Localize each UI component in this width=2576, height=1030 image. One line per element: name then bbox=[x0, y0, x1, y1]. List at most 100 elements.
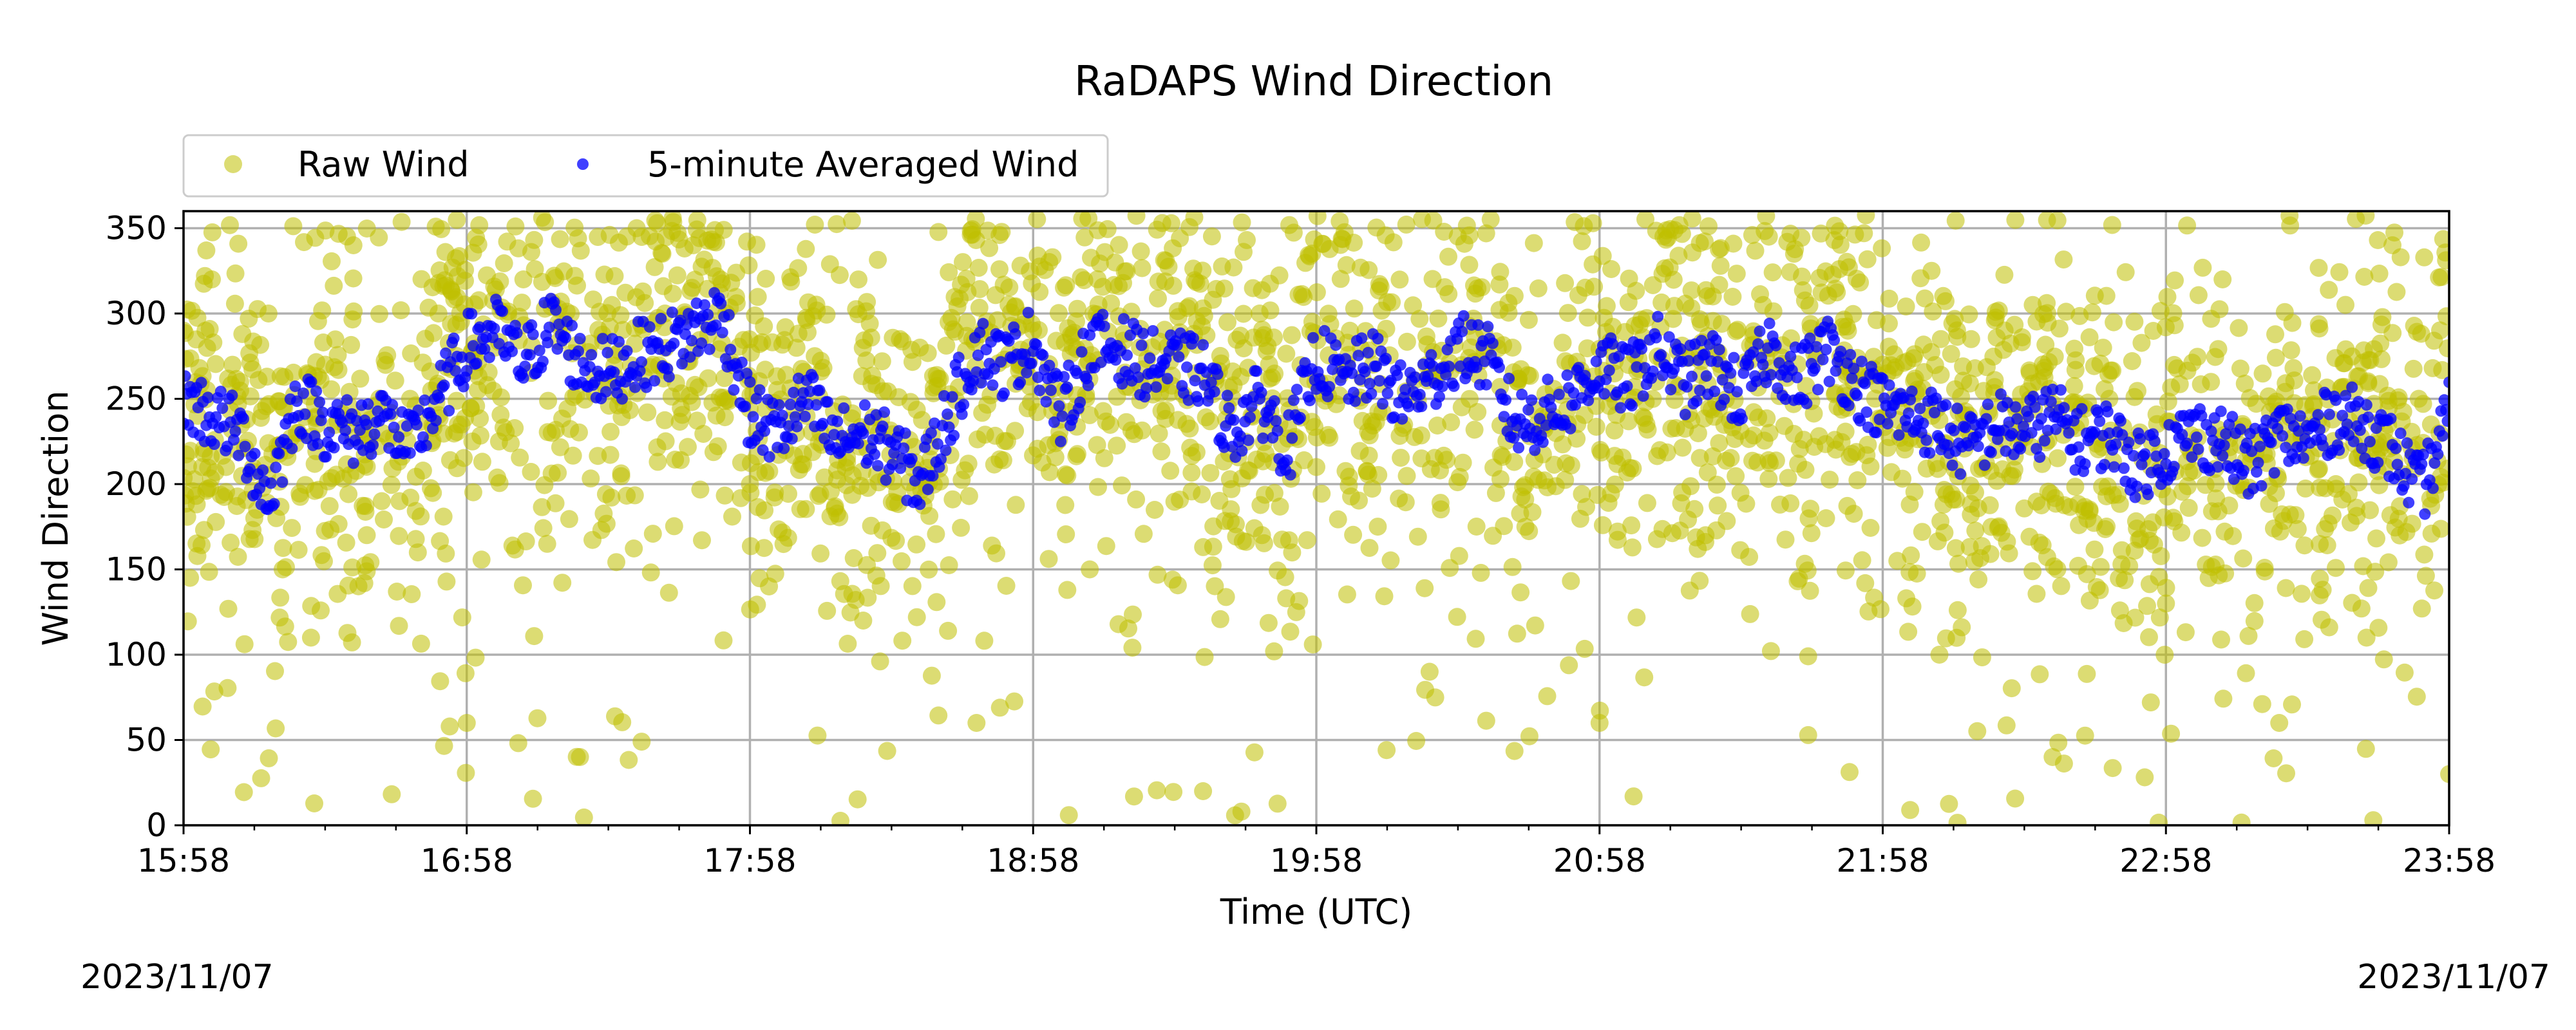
averaged-wind-point bbox=[696, 337, 708, 350]
raw-wind-point bbox=[929, 706, 948, 725]
raw-wind-point bbox=[1897, 297, 1915, 316]
averaged-wind-point bbox=[1294, 411, 1306, 424]
raw-wind-point bbox=[2407, 688, 2426, 706]
raw-wind-point bbox=[694, 425, 713, 443]
raw-wind-point bbox=[1775, 417, 1794, 435]
raw-wind-point bbox=[1234, 304, 1253, 323]
raw-wind-point bbox=[1597, 297, 1616, 315]
raw-wind-point bbox=[2101, 361, 2120, 380]
averaged-wind-point bbox=[927, 470, 939, 482]
averaged-wind-point bbox=[1135, 339, 1148, 351]
raw-wind-point bbox=[2078, 664, 2096, 683]
raw-wind-point bbox=[448, 391, 466, 410]
y-tick-label: 150 bbox=[106, 551, 167, 588]
raw-wind-point bbox=[1885, 345, 1904, 364]
raw-wind-point bbox=[2034, 355, 2052, 374]
averaged-wind-point bbox=[2218, 439, 2230, 451]
raw-wind-point bbox=[976, 426, 994, 444]
averaged-wind-point bbox=[2148, 435, 2161, 447]
raw-wind-point bbox=[797, 239, 815, 258]
raw-wind-point bbox=[1575, 217, 1593, 236]
raw-wind-point bbox=[1605, 475, 1624, 494]
raw-wind-point bbox=[2245, 612, 2264, 630]
raw-wind-point bbox=[1110, 236, 1128, 254]
raw-wind-point bbox=[1931, 512, 1950, 530]
averaged-wind-point bbox=[763, 451, 775, 463]
raw-wind-point bbox=[187, 534, 206, 553]
raw-wind-point bbox=[464, 483, 482, 501]
raw-wind-point bbox=[1185, 211, 1204, 227]
averaged-wind-point bbox=[1370, 360, 1382, 373]
raw-wind-point bbox=[326, 330, 345, 349]
raw-wind-point bbox=[2423, 359, 2442, 377]
raw-wind-point bbox=[1220, 470, 1239, 489]
raw-wind-point bbox=[980, 239, 999, 258]
averaged-wind-point bbox=[1307, 332, 1319, 344]
raw-wind-point bbox=[2212, 630, 2230, 649]
raw-wind-point bbox=[952, 518, 971, 537]
raw-wind-point bbox=[2041, 484, 2060, 503]
averaged-wind-point bbox=[1349, 395, 1361, 407]
raw-wind-point bbox=[1186, 271, 1204, 290]
raw-wind-point bbox=[1303, 635, 1322, 654]
raw-wind-point bbox=[1901, 801, 1920, 819]
raw-wind-point bbox=[2369, 231, 2387, 249]
averaged-wind-point bbox=[339, 424, 352, 436]
raw-wind-point bbox=[1293, 285, 1311, 303]
raw-wind-point bbox=[2224, 527, 2242, 545]
raw-wind-point bbox=[1005, 692, 1023, 711]
averaged-wind-point bbox=[2098, 458, 2110, 471]
raw-wind-point bbox=[2006, 211, 2025, 229]
averaged-wind-point bbox=[2014, 443, 2027, 455]
raw-wind-point bbox=[2091, 557, 2110, 576]
raw-wind-point bbox=[2114, 614, 2133, 632]
raw-wind-point bbox=[838, 635, 857, 653]
raw-wind-point bbox=[1006, 422, 1025, 440]
averaged-wind-point bbox=[1906, 385, 1918, 397]
raw-wind-point bbox=[357, 526, 376, 545]
raw-wind-point bbox=[828, 471, 846, 489]
raw-wind-point bbox=[469, 367, 488, 386]
raw-wind-point bbox=[1724, 234, 1743, 253]
raw-wind-point bbox=[514, 270, 533, 288]
raw-wind-point bbox=[1900, 563, 1919, 581]
raw-wind-point bbox=[406, 530, 425, 548]
raw-wind-point bbox=[522, 463, 540, 481]
averaged-wind-point bbox=[536, 355, 549, 368]
raw-wind-point bbox=[1215, 452, 1233, 471]
raw-wind-point bbox=[2075, 501, 2094, 520]
raw-wind-point bbox=[755, 539, 773, 557]
averaged-wind-point bbox=[1893, 429, 1905, 441]
raw-wind-point bbox=[2387, 283, 2406, 301]
raw-wind-point bbox=[1620, 412, 1638, 431]
averaged-wind-point bbox=[506, 345, 518, 357]
raw-wind-point bbox=[1975, 382, 1993, 400]
raw-wind-point bbox=[1426, 688, 1444, 707]
raw-wind-point bbox=[1560, 656, 1578, 675]
averaged-wind-point bbox=[1327, 363, 1339, 375]
averaged-wind-point bbox=[1686, 370, 1698, 382]
raw-wind-point bbox=[818, 601, 837, 620]
averaged-wind-point bbox=[1425, 349, 1437, 361]
raw-wind-point bbox=[2038, 211, 2056, 229]
raw-wind-point bbox=[990, 226, 1009, 245]
raw-wind-point bbox=[2116, 263, 2135, 281]
averaged-wind-point bbox=[1991, 433, 2003, 445]
raw-wind-point bbox=[1764, 302, 1783, 321]
averaged-wind-point bbox=[1810, 341, 1823, 353]
raw-wind-point bbox=[2085, 540, 2104, 559]
raw-wind-point bbox=[431, 672, 450, 691]
raw-wind-point bbox=[337, 533, 355, 552]
raw-wind-point bbox=[878, 742, 896, 760]
raw-wind-point bbox=[538, 534, 556, 553]
averaged-wind-point bbox=[239, 440, 251, 453]
averaged-wind-point bbox=[1034, 384, 1046, 397]
averaged-wind-point bbox=[1500, 394, 1511, 406]
averaged-wind-point bbox=[914, 498, 926, 510]
raw-wind-point bbox=[969, 259, 988, 277]
raw-wind-point bbox=[1893, 469, 1912, 488]
raw-wind-point bbox=[2412, 599, 2431, 618]
y-tick-label: 100 bbox=[106, 636, 167, 673]
raw-wind-point bbox=[2264, 519, 2283, 538]
raw-wind-point bbox=[1363, 480, 1381, 498]
